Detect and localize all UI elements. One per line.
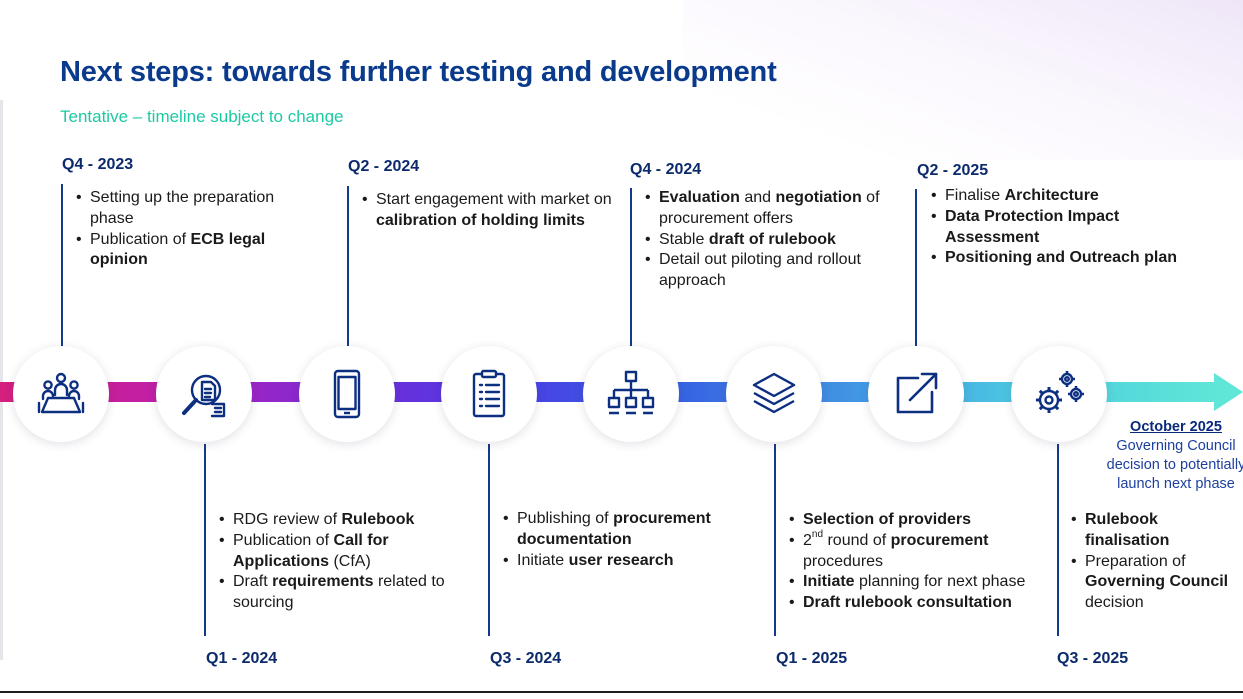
final-milestone: October 2025 Governing Council decision … [1096, 418, 1243, 494]
timeline-arrow-head [1214, 373, 1243, 411]
list-item: Start engagement with market on calibrat… [362, 190, 612, 232]
connector-q4-2024 [630, 188, 632, 348]
external-link-icon [896, 372, 938, 414]
meeting-table-icon [37, 372, 85, 414]
connector-q1-2024 [204, 444, 206, 636]
left-edge-shade [0, 100, 3, 660]
layers-node [726, 346, 822, 442]
milestone-q4-2024-list: Evaluation and negotiation of procuremen… [645, 188, 885, 292]
final-milestone-line: Governing Council [1116, 438, 1236, 454]
list-item: Detail out piloting and rollout approach [645, 250, 885, 292]
milestone-q2-2024-list: Start engagement with market on calibrat… [362, 190, 612, 232]
list-item: 2nd round of procurement procedures [789, 530, 1044, 573]
list-item: Publication of ECB legal opinion [76, 230, 321, 272]
list-item: Rulebook finalisation [1071, 510, 1243, 552]
list-item: Publication of Call for Applications (Cf… [219, 531, 479, 573]
connector-q2-2025 [915, 189, 917, 348]
connector-q3-2025 [1057, 444, 1059, 636]
final-milestone-line: decision to potentially [1106, 457, 1243, 473]
connector-q3-2024 [488, 444, 490, 636]
list-item: Finalise Architecture [931, 186, 1191, 207]
list-item: Selection of providers [789, 510, 1044, 531]
milestone-q1-2024-list: RDG review of Rulebook Publication of Ca… [219, 510, 479, 614]
quarter-label-q4-2024: Q4 - 2024 [630, 161, 702, 178]
connector-q2-2024 [347, 186, 349, 348]
quarter-label-q4-2023: Q4 - 2023 [62, 156, 134, 173]
list-item: Data Protection Impact Assessment [931, 207, 1191, 249]
final-milestone-date: October 2025 [1130, 419, 1222, 435]
milestone-q3-2025-list: Rulebook finalisation Preparation of Gov… [1071, 510, 1243, 614]
page-subtitle: Tentative – timeline subject to change [60, 107, 344, 126]
bottom-rule [0, 691, 1243, 693]
list-item: Positioning and Outreach plan [931, 248, 1191, 269]
milestone-q3-2024-list: Publishing of procurement documentation … [503, 509, 748, 571]
milestone-q2-2025-list: Finalise Architecture Data Protection Im… [931, 186, 1191, 269]
list-item: Stable draft of rulebook [645, 230, 885, 251]
list-item: Publishing of procurement documentation [503, 509, 748, 551]
review-node [156, 346, 252, 442]
connector-q1-2025 [774, 444, 776, 636]
document-search-icon [182, 374, 226, 418]
list-item: Setting up the preparation phase [76, 188, 321, 230]
list-item: Evaluation and negotiation of procuremen… [645, 188, 885, 230]
list-item: Preparation of Governing Council decisio… [1071, 552, 1243, 614]
outreach-node [868, 346, 964, 442]
clipboard-list-icon [472, 369, 506, 418]
connector-q4-2023 [61, 184, 63, 348]
list-item: RDG review of Rulebook [219, 510, 479, 531]
list-item: Initiate planning for next phase [789, 572, 1044, 593]
gears-node [1011, 346, 1107, 442]
gears-icon [1036, 371, 1084, 413]
mobile-node [299, 346, 395, 442]
final-milestone-line: launch next phase [1117, 476, 1235, 492]
list-item: Draft requirements related to sourcing [219, 572, 479, 614]
milestone-q1-2025-list: Selection of providers 2nd round of proc… [789, 510, 1044, 614]
quarter-label-q2-2025: Q2 - 2025 [917, 162, 989, 179]
meeting-node [13, 346, 109, 442]
clipboard-node [441, 346, 537, 442]
mobile-phone-icon [333, 369, 361, 419]
quarter-label-q1-2024: Q1 - 2024 [206, 650, 278, 667]
list-item: Initiate user research [503, 551, 748, 572]
quarter-label-q3-2025: Q3 - 2025 [1057, 650, 1129, 667]
list-item: Draft rulebook consultation [789, 593, 1044, 614]
quarter-label-q3-2024: Q3 - 2024 [490, 650, 562, 667]
org-chart-icon [607, 370, 655, 415]
layers-icon [752, 372, 796, 414]
milestone-q4-2023-list: Setting up the preparation phase Publica… [76, 188, 321, 271]
quarter-label-q1-2025: Q1 - 2025 [776, 650, 848, 667]
quarter-label-q2-2024: Q2 - 2024 [348, 158, 420, 175]
hierarchy-node [583, 346, 679, 442]
page-title: Next steps: towards further testing and … [60, 56, 777, 88]
